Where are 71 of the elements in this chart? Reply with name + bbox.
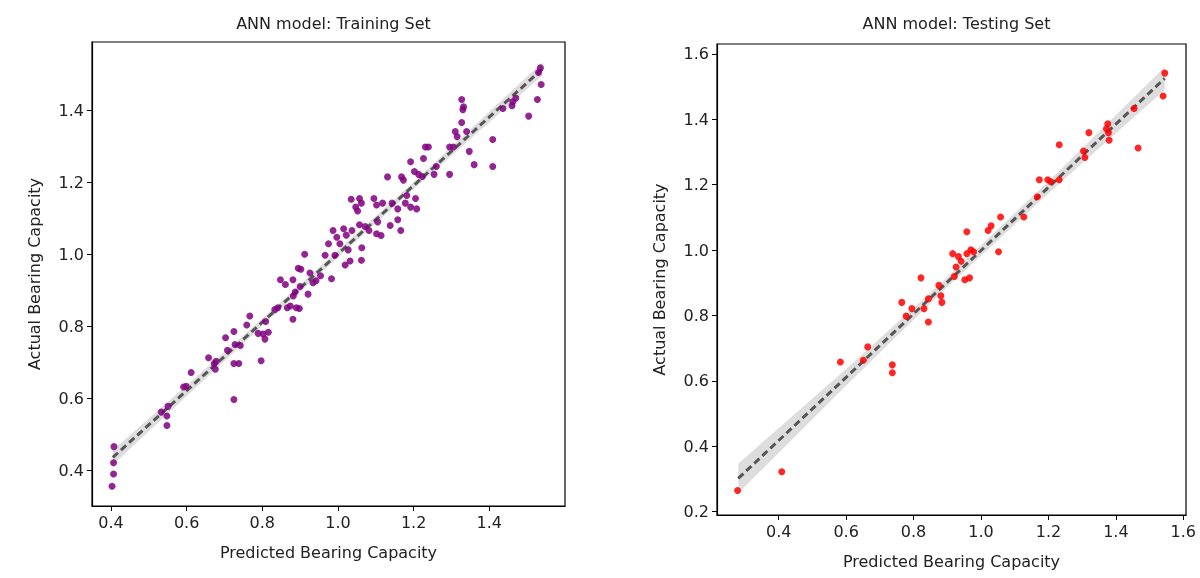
x-tick-label: 0.4: [765, 521, 792, 541]
y-tick-label: 0.8: [683, 305, 709, 325]
x-tick-label: 1.0: [325, 512, 351, 532]
y-tick-label: 0.6: [58, 388, 84, 408]
point: [924, 295, 932, 303]
point: [957, 257, 965, 265]
point: [1085, 129, 1093, 137]
point: [898, 298, 906, 306]
point: [949, 250, 957, 258]
x-axis-title: Predicted Bearing Capacity: [219, 542, 438, 562]
y-tick-label: 1.6: [683, 44, 709, 64]
point: [966, 274, 974, 282]
point: [1033, 193, 1041, 201]
point: [1105, 136, 1113, 144]
x-tick-label: 0.8: [900, 521, 927, 541]
point: [888, 369, 896, 377]
x-tick-label: 1.0: [968, 521, 994, 541]
point: [1161, 69, 1169, 77]
x-axis-title: Predicted Bearing Capacity: [842, 551, 1061, 571]
x-tick-label: 0.8: [249, 512, 276, 532]
y-tick-label: 0.2: [683, 502, 709, 522]
point: [963, 228, 971, 236]
point: [859, 356, 867, 364]
chart-title: ANN model: Testing Set: [862, 13, 1051, 33]
y-tick-label: 1.2: [58, 172, 84, 192]
point: [938, 298, 946, 306]
x-tick-label: 1.6: [1170, 521, 1197, 541]
point: [997, 213, 1005, 221]
point: [987, 222, 995, 230]
point: [908, 305, 916, 313]
point: [1055, 141, 1063, 149]
point: [1020, 213, 1028, 221]
chart-title: ANN model: Training Set: [236, 13, 431, 33]
y-axis-title: Actual Bearing Capacity: [24, 177, 44, 371]
x-tick-label: 1.4: [1103, 521, 1129, 541]
x-tick-label: 1.4: [476, 512, 503, 532]
point: [778, 468, 786, 476]
point: [902, 312, 910, 320]
point: [937, 292, 945, 300]
point: [1035, 176, 1043, 184]
x-tick-label: 1.2: [1035, 521, 1062, 541]
point: [1104, 120, 1112, 128]
y-tick-label: 0.4: [683, 436, 709, 456]
point: [1130, 104, 1138, 112]
point: [1080, 147, 1087, 155]
point: [1055, 176, 1063, 184]
point: [924, 318, 932, 326]
point: [935, 281, 943, 289]
y-tick-label: 1.2: [683, 175, 709, 195]
point: [1104, 129, 1112, 137]
y-axis-title: Actual Bearing Capacity: [649, 183, 669, 376]
y-tick-label: 0.6: [683, 371, 709, 391]
point: [734, 486, 742, 494]
y-tick-label: 1.4: [683, 109, 709, 129]
point: [950, 273, 958, 281]
point: [920, 305, 928, 313]
point: [963, 250, 971, 258]
point: [864, 343, 872, 351]
point: [1081, 154, 1089, 161]
y-tick-label: 0.4: [58, 460, 84, 480]
x-tick-label: 0.6: [173, 512, 200, 532]
y-tick-label: 0.8: [58, 316, 84, 336]
y-tick-label: 1.4: [58, 100, 84, 120]
y-tick-label: 1.0: [58, 244, 84, 264]
x-tick-label: 1.2: [400, 512, 427, 532]
point: [836, 358, 844, 366]
x-tick-label: 0.4: [98, 512, 124, 532]
x-tick-label: 0.6: [833, 521, 859, 541]
point: [888, 361, 896, 369]
point: [995, 248, 1003, 256]
y-tick-label: 1.0: [683, 240, 709, 260]
